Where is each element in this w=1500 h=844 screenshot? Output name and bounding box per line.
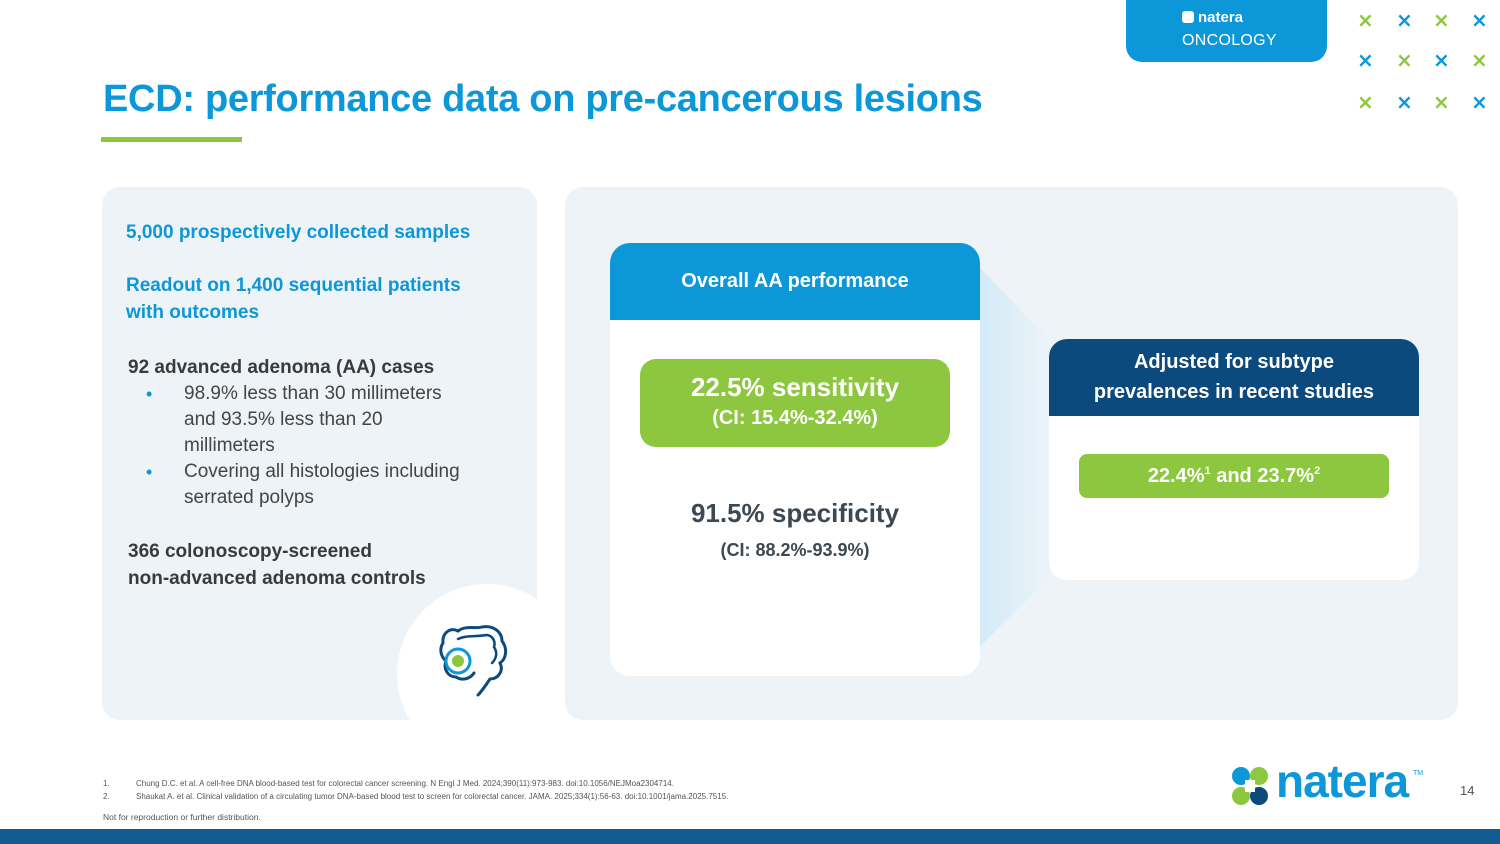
reference-superscript: 1: [1204, 465, 1211, 477]
adjusted-card: Adjusted for subtype prevalences in rece…: [1049, 339, 1419, 580]
reference-superscript: 2: [1314, 465, 1321, 477]
badge-division: ONCOLOGY: [1182, 32, 1277, 49]
bullet-line: millimeters: [184, 435, 275, 456]
page-number: 14: [1460, 783, 1475, 798]
x-mark-icon: ×: [1471, 48, 1488, 72]
controls-line-1: 366 colonoscopy-screened: [128, 541, 372, 562]
badge-brand: natera: [1182, 9, 1243, 26]
natera-logo: natera TM: [1230, 755, 1425, 812]
distribution-note: Not for reproduction or further distribu…: [103, 812, 261, 822]
adjusted-card-header: Adjusted for subtype prevalences in rece…: [1049, 339, 1419, 416]
bullet-line: and 93.5% less than 20: [184, 409, 383, 430]
aa-cases-list: 98.9% less than 30 millimeters and 93.5%…: [128, 381, 460, 511]
x-mark-icon: ×: [1471, 90, 1488, 114]
performance-panel: Overall AA performance 22.5% sensitivity…: [565, 187, 1458, 720]
sensitivity-value: 22.5% sensitivity: [690, 372, 900, 402]
page-title: ECD: performance data on pre-cancerous l…: [103, 78, 983, 120]
x-mark-icon: ×: [1357, 90, 1374, 114]
x-mark-icon: ×: [1357, 8, 1374, 32]
x-mark-icon: ×: [1357, 48, 1374, 72]
x-mark-icon: ×: [1471, 8, 1488, 32]
overall-performance-card: Overall AA performance 22.5% sensitivity…: [610, 243, 980, 676]
colon-icon: [439, 625, 508, 697]
reference-text: Chung D.C. et al. A cell-free DNA blood-…: [136, 779, 674, 788]
x-mark-icon: ×: [1396, 90, 1413, 114]
x-mark-icon: ×: [1433, 90, 1450, 114]
bullet-line: 98.9% less than 30 millimeters: [184, 383, 442, 404]
reference-text: Shaukat A. et al. Clinical validation of…: [136, 792, 729, 801]
badge-brand-text: natera: [1198, 9, 1244, 26]
bullet-line: Covering all histologies including: [184, 461, 460, 482]
footer-bar: [0, 829, 1500, 844]
decorative-x-pattern: × × × × × × × × × × × ×: [1353, 8, 1493, 118]
study-summary-panel: 5,000 prospectively collected samples Re…: [102, 187, 537, 720]
x-mark-icon: ×: [1433, 48, 1450, 72]
reference-number: 2.: [103, 792, 110, 801]
logo-wordmark: natera: [1276, 755, 1409, 807]
samples-line: 5,000 prospectively collected samples: [126, 222, 471, 243]
adjusted-header-line-1: Adjusted for subtype: [1133, 351, 1334, 373]
adjusted-joiner: and: [1216, 465, 1252, 487]
references: 1. Chung D.C. et al. A cell-free DNA bloo…: [103, 777, 728, 803]
readout-line-2: with outcomes: [126, 302, 260, 323]
list-item: Covering all histologies including serra…: [128, 459, 460, 511]
controls-line-2: non-advanced adenoma controls: [128, 568, 426, 589]
bullet-line: serrated polyps: [184, 487, 314, 508]
reference-item: 2. Shaukat A. et al. Clinical validation …: [103, 790, 728, 803]
natera-plus-icon: [1182, 11, 1194, 23]
card-header: Overall AA performance: [610, 243, 980, 320]
brand-badge: natera ONCOLOGY: [1126, 0, 1327, 62]
connector-beam: [979, 267, 1049, 647]
adjusted-value-1: 22.4%: [1147, 465, 1205, 487]
specificity-value: 91.5% specificity: [690, 498, 900, 528]
logo-trademark: TM: [1413, 770, 1424, 777]
adjusted-value-2: 23.7%: [1257, 465, 1315, 487]
natera-logo-icon: [1232, 767, 1268, 805]
adjusted-values-pill: 22.4%1 and 23.7%2: [1079, 454, 1389, 498]
reference-item: 1. Chung D.C. et al. A cell-free DNA bloo…: [103, 777, 728, 790]
adjusted-header-line-2: prevalences in recent studies: [1093, 381, 1375, 403]
list-item: 98.9% less than 30 millimeters and 93.5%…: [128, 381, 460, 459]
specificity-ci: (CI: 88.2%-93.9%): [720, 540, 870, 560]
reference-number: 1.: [103, 779, 110, 788]
x-mark-icon: ×: [1433, 8, 1450, 32]
title-underline: [101, 137, 242, 142]
x-mark-icon: ×: [1396, 48, 1413, 72]
x-mark-icon: ×: [1396, 8, 1413, 32]
sensitivity-pill: 22.5% sensitivity (CI: 15.4%-32.4%): [640, 359, 950, 447]
readout-line-1: Readout on 1,400 sequential patients: [126, 275, 461, 296]
sensitivity-ci: (CI: 15.4%-32.4%): [712, 407, 878, 429]
aa-cases-heading: 92 advanced adenoma (AA) cases: [128, 357, 435, 378]
